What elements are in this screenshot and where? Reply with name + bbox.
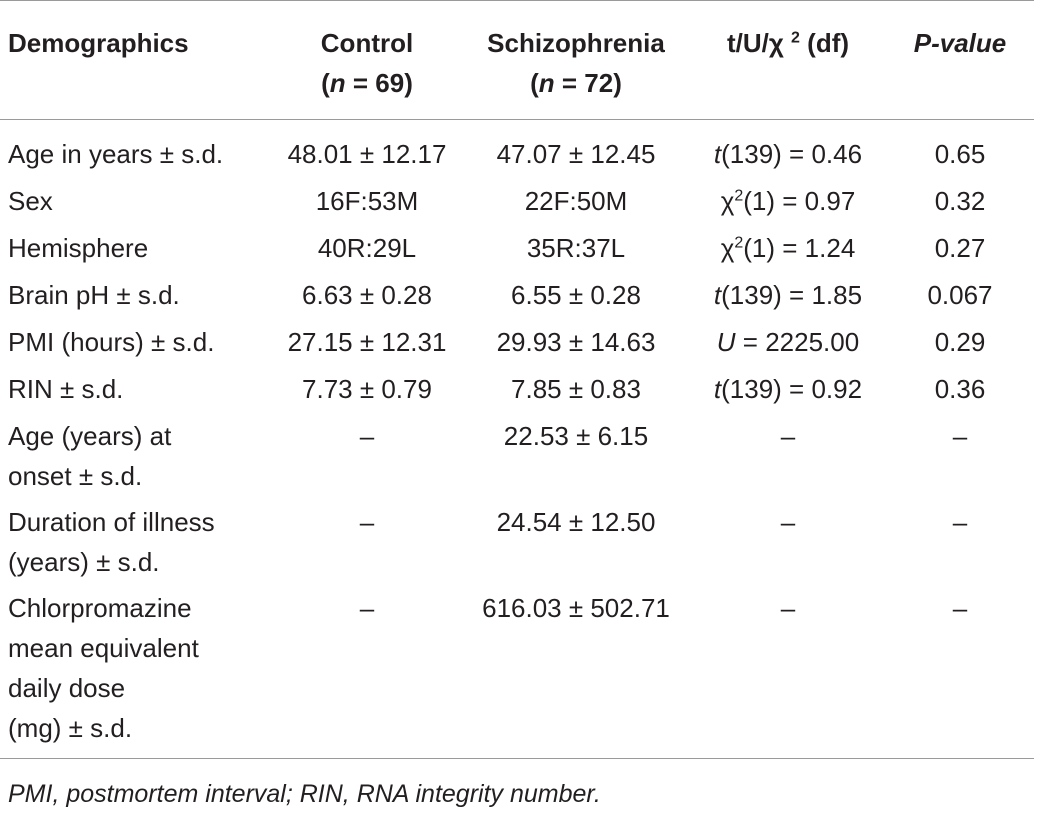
header-schizophrenia-label: Schizophrenia	[487, 28, 665, 58]
header-row: Demographics Control (n = 69) Schizophre…	[0, 0, 1034, 120]
table-row: PMI (hours) ± s.d. 27.15 ± 12.31 29.93 ±…	[0, 322, 1034, 369]
header-control-n-value: = 69)	[345, 68, 413, 98]
statistic-var: t	[713, 374, 722, 404]
row-label-line: mean equivalent	[8, 633, 199, 663]
table-row: Hemisphere 40R:29L 35R:37L χ2(1) = 1.24 …	[0, 228, 1034, 275]
row-label: Hemisphere	[8, 233, 149, 263]
statistic-var: U	[716, 327, 736, 357]
row-label: Duration of illness (years) ± s.d.	[0, 502, 272, 588]
control-value: 48.01 ± 12.17	[287, 139, 447, 169]
statistic-value: t(139) = 0.46	[690, 120, 886, 182]
header-statistic-suffix: (df)	[799, 28, 850, 58]
header-statistic-sup: 2	[791, 29, 800, 47]
control-value: –	[359, 507, 375, 537]
statistic-var: χ	[720, 186, 735, 216]
statistic-rest: (1) = 1.24	[743, 233, 856, 263]
table-row: Age (years) at onset ± s.d. – 22.53 ± 6.1…	[0, 416, 1034, 502]
header-demographics: Demographics	[0, 0, 272, 120]
control-value: 6.63 ± 0.28	[302, 280, 432, 310]
statistic-var: t	[713, 139, 722, 169]
statistic-rest: (139) = 1.85	[721, 280, 863, 310]
table-row: Duration of illness (years) ± s.d. – 24.5…	[0, 502, 1034, 588]
table-row: Age in years ± s.d. 48.01 ± 12.17 47.07 …	[0, 120, 1034, 182]
row-label-line: Duration of illness	[8, 507, 215, 537]
control-value: 27.15 ± 12.31	[287, 327, 447, 357]
statistic-value: χ2(1) = 1.24	[690, 228, 886, 275]
p-value: 0.65	[934, 139, 986, 169]
row-label-line: Chlorpromazine	[8, 593, 192, 623]
statistic-rest: (1) = 0.97	[743, 186, 856, 216]
header-schizophrenia: Schizophrenia (n = 72)	[462, 0, 690, 120]
demographics-table: Demographics Control (n = 69) Schizophre…	[0, 0, 1034, 759]
row-label: PMI (hours) ± s.d.	[8, 327, 215, 357]
header-pvalue: P-value	[886, 0, 1034, 120]
p-value: –	[952, 421, 968, 451]
table-footnote: PMI, postmortem interval; RIN, RNA integ…	[8, 780, 601, 808]
header-statistic: t/U/χ 2 (df)	[690, 0, 886, 120]
statistic-value: t(139) = 1.85	[690, 275, 886, 322]
schizophrenia-value: 7.85 ± 0.83	[511, 374, 641, 404]
row-label-line: onset ± s.d.	[8, 461, 143, 491]
header-control-n-label: n	[329, 68, 346, 98]
row-label-line: daily dose	[8, 673, 126, 703]
header-statistic-prefix: t/U/χ	[726, 28, 792, 58]
row-label: Age in years ± s.d.	[8, 139, 224, 169]
row-label-line: Age (years) at	[8, 421, 172, 451]
statistic-rest: (139) = 0.46	[721, 139, 863, 169]
statistic-rest: (139) = 0.92	[721, 374, 863, 404]
header-schizophrenia-n-label: n	[538, 68, 555, 98]
schizophrenia-value: 47.07 ± 12.45	[496, 139, 656, 169]
row-label: Chlorpromazine mean equivalent daily dose (…	[0, 588, 272, 759]
row-label: Age (years) at onset ± s.d.	[0, 416, 272, 502]
control-value: 7.73 ± 0.79	[302, 374, 432, 404]
p-value: –	[952, 507, 968, 537]
statistic-value: –	[780, 421, 796, 451]
row-label: Sex	[8, 186, 53, 216]
statistic-rest: = 2225.00	[735, 327, 860, 357]
p-value: 0.27	[934, 233, 986, 263]
control-value: –	[359, 421, 375, 451]
header-control-n: (n = 69)	[321, 68, 413, 98]
header-control: Control (n = 69)	[272, 0, 462, 120]
p-value: 0.067	[927, 280, 993, 310]
table-row: Sex 16F:53M 22F:50M χ2(1) = 0.97 0.32	[0, 181, 1034, 228]
schizophrenia-value: 22.53 ± 6.15	[503, 421, 649, 451]
statistic-value: χ2(1) = 0.97	[690, 181, 886, 228]
statistic-var: χ	[720, 233, 735, 263]
header-schizophrenia-n-value: = 72)	[554, 68, 622, 98]
control-value: 16F:53M	[315, 186, 419, 216]
statistic-sup: 2	[734, 187, 744, 205]
table-row: Chlorpromazine mean equivalent daily dose (…	[0, 588, 1034, 759]
row-label: Brain pH ± s.d.	[8, 280, 180, 310]
row-label-line: (mg) ± s.d.	[8, 713, 133, 743]
row-label: RIN ± s.d.	[8, 374, 124, 404]
statistic-sup: 2	[734, 234, 744, 252]
schizophrenia-value: 35R:37L	[526, 233, 626, 263]
table-row: RIN ± s.d. 7.73 ± 0.79 7.85 ± 0.83 t(139…	[0, 369, 1034, 416]
schizophrenia-value: 24.54 ± 12.50	[496, 507, 656, 537]
p-value: 0.36	[934, 374, 986, 404]
statistic-value: –	[690, 588, 886, 759]
schizophrenia-value: 29.93 ± 14.63	[496, 327, 656, 357]
control-value: –	[272, 588, 462, 759]
statistic-value: t(139) = 0.92	[690, 369, 886, 416]
header-control-label: Control	[320, 28, 414, 58]
control-value: 40R:29L	[317, 233, 417, 263]
statistic-value: U = 2225.00	[690, 322, 886, 369]
table-row: Brain pH ± s.d. 6.63 ± 0.28 6.55 ± 0.28 …	[0, 275, 1034, 322]
schizophrenia-value: 22F:50M	[524, 186, 628, 216]
schizophrenia-value: 6.55 ± 0.28	[511, 280, 641, 310]
row-label-line: (years) ± s.d.	[8, 547, 160, 577]
p-value: 0.29	[934, 327, 986, 357]
statistic-var: t	[713, 280, 722, 310]
header-schizophrenia-n: (n = 72)	[530, 68, 622, 98]
statistic-value: –	[780, 507, 796, 537]
p-value: 0.32	[934, 186, 986, 216]
schizophrenia-value: 616.03 ± 502.71	[462, 588, 690, 759]
p-value: –	[886, 588, 1034, 759]
